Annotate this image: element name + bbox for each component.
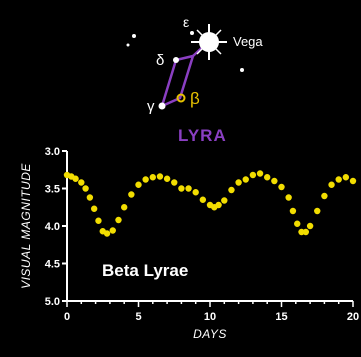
data-point (121, 204, 128, 211)
beta-star (176, 93, 186, 103)
data-point (86, 194, 94, 201)
data-point (221, 197, 228, 204)
data-point (249, 171, 257, 179)
y-tick-label: 3.5 (45, 184, 60, 196)
vega-label: Vega (233, 34, 263, 49)
x-axis-label: DAYS (193, 327, 227, 341)
gamma-star (158, 102, 166, 110)
x-tick-label: 5 (135, 311, 141, 323)
data-point (149, 174, 156, 181)
data-point (156, 173, 164, 180)
y-tick-label: 4.5 (45, 259, 60, 271)
data-point (135, 181, 142, 188)
epsilon-star (190, 31, 194, 35)
data-point (95, 217, 102, 224)
epsilon-label: ε (183, 14, 189, 30)
y-tick-label: 4.0 (45, 221, 60, 233)
data-point (294, 220, 301, 227)
data-point (285, 194, 292, 201)
y-axis-label: VISUAL MAGNITUDE (19, 163, 33, 289)
data-point (115, 216, 122, 224)
beta-label: β (190, 89, 200, 108)
y-tick-label: 5.0 (45, 296, 60, 308)
data-point (271, 177, 278, 185)
data-point (192, 189, 199, 196)
x-tick-label: 10 (204, 311, 216, 323)
data-point (215, 201, 222, 209)
data-point (185, 185, 192, 192)
data-point (163, 175, 171, 182)
vega-star (191, 24, 227, 60)
x-tick-label: 0 (64, 311, 70, 323)
data-point (256, 170, 264, 177)
background-star (240, 68, 244, 72)
y-ticks: 3.0 3.5 4.0 4.5 5.0 (45, 146, 67, 308)
data-point (103, 230, 111, 237)
data-point (90, 205, 98, 212)
gamma-label: γ (147, 98, 155, 115)
data-point (142, 176, 149, 183)
x-ticks: 0 5 10 15 20 (64, 301, 359, 323)
data-point (328, 181, 335, 188)
data-point (335, 176, 342, 183)
data-point (235, 179, 242, 186)
data-point (302, 228, 310, 236)
data-point (171, 179, 178, 186)
data-point (242, 176, 249, 183)
lyra-label: LYRA (178, 126, 227, 145)
data-point (128, 191, 135, 198)
data-point (278, 183, 285, 191)
data-point (306, 222, 314, 230)
constellation-lines (160, 54, 195, 109)
data-points (63, 170, 357, 237)
data-point (321, 192, 328, 200)
background-star (126, 43, 130, 47)
data-point (199, 196, 207, 203)
star-name-annotation: Beta Lyrae (102, 261, 188, 280)
data-point (264, 174, 271, 181)
data-point (314, 207, 321, 215)
data-point (342, 174, 350, 181)
delta-label: δ (156, 52, 164, 69)
data-point (109, 227, 116, 234)
data-point (78, 179, 85, 186)
data-point (349, 177, 357, 185)
data-point (72, 175, 79, 182)
x-tick-label: 15 (275, 311, 287, 323)
data-point (82, 185, 89, 192)
x-tick-label: 20 (347, 311, 359, 323)
data-point (289, 207, 297, 215)
y-tick-label: 3.0 (45, 146, 60, 158)
background-star (132, 34, 136, 38)
delta-star (173, 57, 179, 63)
data-point (228, 186, 235, 194)
constellation-diagram: Vega ε δ γ β LYRA (126, 14, 263, 145)
data-point (178, 185, 185, 192)
